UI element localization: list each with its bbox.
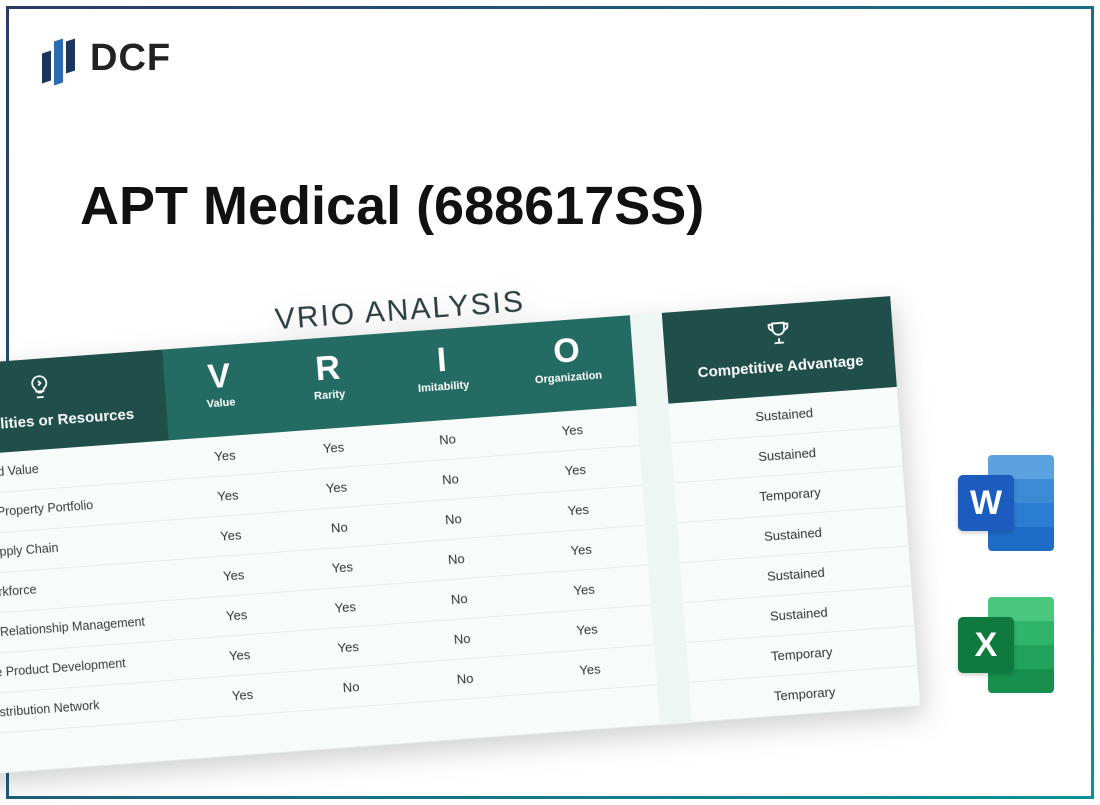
- cell-v: [190, 711, 302, 759]
- vrio-board: VRIO ANALYSIS Capabilities or Resources …: [0, 258, 920, 777]
- col-rarity: R Rarity: [271, 334, 386, 432]
- dcf-logo-text: DCF: [90, 37, 171, 80]
- cell-gap: [636, 403, 671, 445]
- cell-gap: [645, 522, 680, 564]
- excel-icon: X: [958, 597, 1054, 693]
- cell-i: [407, 694, 529, 743]
- word-icon: W: [958, 455, 1054, 551]
- cell-r: [298, 703, 410, 751]
- cell-gap: [648, 562, 683, 604]
- cell-gap: [651, 602, 686, 644]
- cell-gap: [657, 682, 692, 724]
- col-advantage: Competitive Advantage: [662, 296, 897, 403]
- file-icons-group: W X: [958, 455, 1054, 693]
- word-badge-letter: W: [958, 475, 1014, 531]
- dcf-logo-bars-icon: [42, 30, 78, 86]
- excel-badge-letter: X: [958, 617, 1014, 673]
- trophy-icon: [763, 317, 793, 352]
- col-capabilities-label: Capabilities or Resources: [0, 403, 162, 440]
- cell-gap: [639, 443, 674, 485]
- lightbulb-icon: [25, 372, 55, 407]
- col-advantage-label: Competitive Advantage: [672, 349, 890, 384]
- col-imitability: I Imitability: [380, 325, 506, 424]
- cell-gap: [654, 642, 689, 684]
- vrio-table: Capabilities or Resources V Value R Rari…: [0, 296, 920, 777]
- col-value: V Value: [163, 342, 278, 440]
- cell-gap: [642, 482, 677, 524]
- dcf-logo: DCF: [42, 30, 171, 86]
- page-title: APT Medical (688617SS): [80, 175, 704, 237]
- col-organization: O Organization: [499, 315, 636, 415]
